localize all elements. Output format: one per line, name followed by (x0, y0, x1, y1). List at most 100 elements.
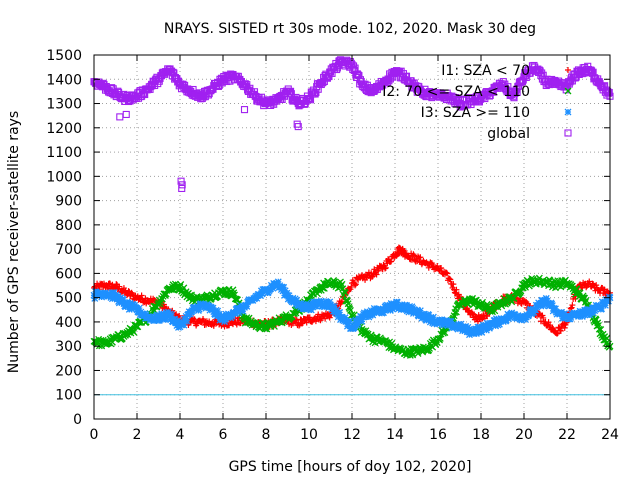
data-point-sample (352, 281, 359, 288)
data-point-sample (548, 302, 556, 310)
data-point-sample (598, 305, 606, 313)
data-point-sample (478, 328, 486, 336)
data-point-sample (530, 308, 538, 316)
y-tick-label: 100 (55, 388, 82, 404)
data-point-sample (231, 309, 239, 317)
data-point-sample (174, 317, 182, 325)
y-tick-label: 500 (55, 291, 82, 307)
data-point-sample (168, 311, 176, 319)
data-point-sample (386, 305, 394, 313)
data-point-sample (191, 316, 198, 323)
data-point-sample (120, 300, 128, 308)
data-point-sample (142, 295, 149, 302)
data-point-sample (91, 295, 99, 302)
data-point-sample (176, 312, 183, 319)
data-point-sample (462, 322, 470, 330)
data-point-sample (429, 313, 437, 321)
data-point-sample (346, 318, 354, 325)
data-point-sample (326, 298, 334, 306)
data-point-sample (108, 295, 116, 303)
data-point-sample (195, 305, 203, 313)
data-point-sample (349, 62, 358, 70)
data-point-sample (330, 303, 338, 311)
data-point-sample (383, 301, 391, 309)
data-point-sample (589, 309, 597, 317)
data-point-sample (299, 320, 306, 327)
data-point-sample (397, 67, 405, 75)
data-point-sample (561, 324, 568, 331)
data-point-sample (326, 314, 333, 321)
data-point-sample (341, 289, 349, 297)
data-point-sample (438, 264, 445, 271)
data-point-sample (111, 294, 119, 302)
data-point-sample (552, 305, 559, 313)
data-point-sample (160, 301, 167, 308)
data-point-sample (180, 321, 188, 329)
data-point-sample (113, 281, 120, 288)
data-point-sample (447, 276, 454, 283)
data-point-sample (354, 320, 362, 328)
data-point-sample (586, 278, 593, 285)
data-point-sample (206, 306, 214, 314)
data-point-sample (377, 305, 385, 313)
data-point-sample (529, 305, 537, 313)
data-point-sample (303, 319, 310, 326)
outlier-point (122, 110, 130, 119)
y-tick-label: 1400 (46, 72, 82, 88)
data-point-sample (577, 308, 585, 316)
data-point-sample (323, 298, 331, 306)
data-point-sample (358, 317, 366, 325)
data-point-sample (588, 67, 596, 75)
data-point-sample (367, 307, 375, 315)
outlier-point (177, 177, 185, 185)
data-point-sample (425, 311, 433, 319)
legend-marker (565, 67, 571, 73)
data-point-sample (293, 296, 301, 304)
data-point-sample (469, 327, 477, 335)
y-tick-label: 1100 (46, 145, 82, 161)
data-point-sample (243, 302, 251, 310)
data-point-sample (210, 308, 218, 316)
x-tick-label: 18 (472, 427, 490, 443)
data-point-sample (605, 343, 613, 351)
y-tick-label: 400 (55, 315, 82, 331)
data-point-sample (297, 299, 305, 307)
x-tick-label: 12 (343, 427, 361, 443)
legend-label: I2: 70 <= SZA < 110 (382, 84, 530, 100)
series-4 (90, 56, 614, 193)
data-point-sample (356, 80, 364, 88)
data-point-sample (369, 311, 377, 319)
data-point-sample (433, 318, 440, 326)
data-point-sample (250, 88, 259, 96)
x-axis-label: GPS time [hours of doy 102, 2020] (229, 459, 472, 475)
data-point-sample (315, 287, 323, 294)
legend-marker (564, 129, 572, 137)
data-point-sample (578, 294, 586, 302)
data-point-sample (593, 282, 600, 289)
y-tick-label: 1300 (46, 97, 82, 113)
legend: I1: SZA < 70 I2: 70 <= SZA < 110 I3: SZA >… (382, 63, 572, 142)
x-tick-label: 6 (219, 427, 228, 443)
data-point-sample (522, 316, 529, 323)
legend-marker (564, 108, 572, 116)
data-point-sample (601, 301, 609, 309)
data-point-sample (363, 308, 371, 316)
data-point-sample (307, 306, 315, 314)
data-point-sample (386, 307, 394, 314)
data-point-sample (153, 311, 161, 319)
data-point-sample (333, 65, 341, 74)
data-point-sample (309, 303, 317, 311)
data-point-sample (482, 326, 490, 334)
data-point-sample (597, 326, 605, 333)
axis-ticks: 0 2 4 6 8 10 12 14 16 18 20 22 240100200300400500600… (46, 48, 619, 443)
y-axis-label: Number of GPS receiver-satellite rays (6, 111, 22, 373)
chart-title: NRAYS. SISTED rt 30s mode. 102, 2020. Ma… (164, 21, 536, 37)
data-point-sample (287, 87, 295, 95)
series-3 (90, 278, 614, 339)
data-point-sample (605, 297, 612, 305)
data-point-sample (604, 89, 613, 97)
data-point-sample (396, 304, 404, 312)
data-point-sample (385, 77, 393, 85)
data-point-sample (402, 72, 411, 80)
data-point-sample (289, 294, 297, 302)
